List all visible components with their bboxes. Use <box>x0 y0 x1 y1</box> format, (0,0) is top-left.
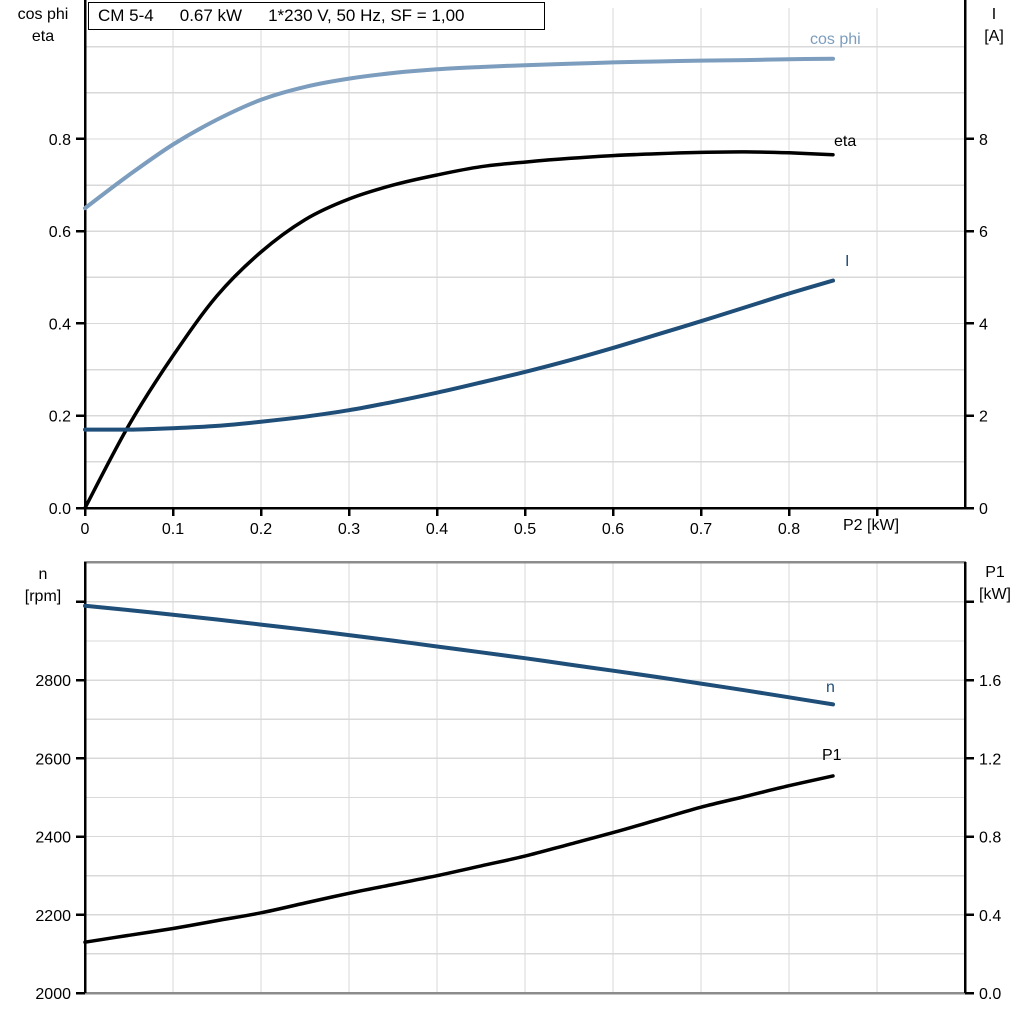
right-axis-tick-label: 0 <box>979 501 988 518</box>
right-axis-tick-label: 8 <box>979 132 988 149</box>
x-axis-tick-label: 0.8 <box>778 521 800 538</box>
curve-eta <box>83 150 835 510</box>
x-axis-tick-label: 0.4 <box>426 521 448 538</box>
right-axis-tick-label: 1.6 <box>979 673 1001 690</box>
left-axis-tick-label: 2400 <box>35 830 71 847</box>
axis-title-eta: eta <box>31 28 55 45</box>
axis-title-p1: P1 <box>985 564 1005 581</box>
left-axis-tick-label: 2000 <box>35 986 71 1003</box>
axis-title-p1-unit: [kW] <box>979 586 1011 603</box>
x-axis-tick-label: 0.6 <box>602 521 624 538</box>
left-axis-tick-label: 0.0 <box>49 501 71 518</box>
curve-cos-phi <box>83 56 835 211</box>
top-left-axis-title: cos phi eta <box>4 4 82 48</box>
axis-title-speed-unit: [rpm] <box>24 588 62 605</box>
curve-p1 <box>83 774 835 944</box>
title-power: 0.67 kW <box>179 6 243 25</box>
curve-label-p1: P1 <box>822 747 842 764</box>
chart-title-box: CM 5-4 0.67 kW 1*230 V, 50 Hz, SF = 1,00 <box>88 2 545 30</box>
title-model: CM 5-4 <box>98 6 154 25</box>
x-axis-tick-label: 0.2 <box>250 521 272 538</box>
curve-label-current: I <box>845 253 850 270</box>
right-axis-tick-label: 6 <box>979 224 988 241</box>
right-axis-tick-label: 1.2 <box>979 751 1001 768</box>
axis-title-current-unit: [A] <box>984 28 1004 45</box>
axis-title-speed: n <box>38 566 48 583</box>
curve-n <box>83 603 835 707</box>
right-axis-tick-label: 0.8 <box>979 830 1001 847</box>
title-supply: 1*230 V, 50 Hz, SF = 1,00 <box>268 6 465 25</box>
x-axis-tick-label: 0.7 <box>690 521 712 538</box>
axis-title-cosphi: cos phi <box>17 6 69 23</box>
x-axis-tick-label: 0.5 <box>514 521 536 538</box>
left-axis-tick-label: 0.6 <box>49 224 71 241</box>
curve-label-speed: n <box>826 679 835 696</box>
right-axis-tick-label: 2 <box>979 409 988 426</box>
x-axis-tick-label: 0.1 <box>162 521 184 538</box>
x-axis-tick-label: 0.3 <box>338 521 360 538</box>
axis-title-current: I <box>991 6 997 23</box>
left-axis-tick-label: 2800 <box>35 673 71 690</box>
right-axis-tick-label: 4 <box>979 316 988 333</box>
left-axis-tick-label: 0.8 <box>49 132 71 149</box>
curve-i <box>83 278 835 432</box>
left-axis-tick-label: 2600 <box>35 751 71 768</box>
top-right-axis-title: I [A] <box>972 4 1016 48</box>
bottom-left-axis-title: n [rpm] <box>4 564 82 608</box>
curve-label-eta: eta <box>834 133 857 150</box>
right-axis-tick-label: 0.4 <box>979 908 1001 925</box>
curve-label-cosphi: cos phi <box>810 31 861 48</box>
left-axis-tick-label: 2200 <box>35 908 71 925</box>
x-axis-tick-label: 0 <box>81 521 90 538</box>
left-axis-tick-label: 0.4 <box>49 316 71 333</box>
bottom-right-axis-title: P1 [kW] <box>970 562 1020 606</box>
left-axis-tick-label: 0.2 <box>49 409 71 426</box>
right-axis-tick-label: 0.0 <box>979 986 1001 1003</box>
x-axis-label: P2 [kW] <box>843 517 900 534</box>
